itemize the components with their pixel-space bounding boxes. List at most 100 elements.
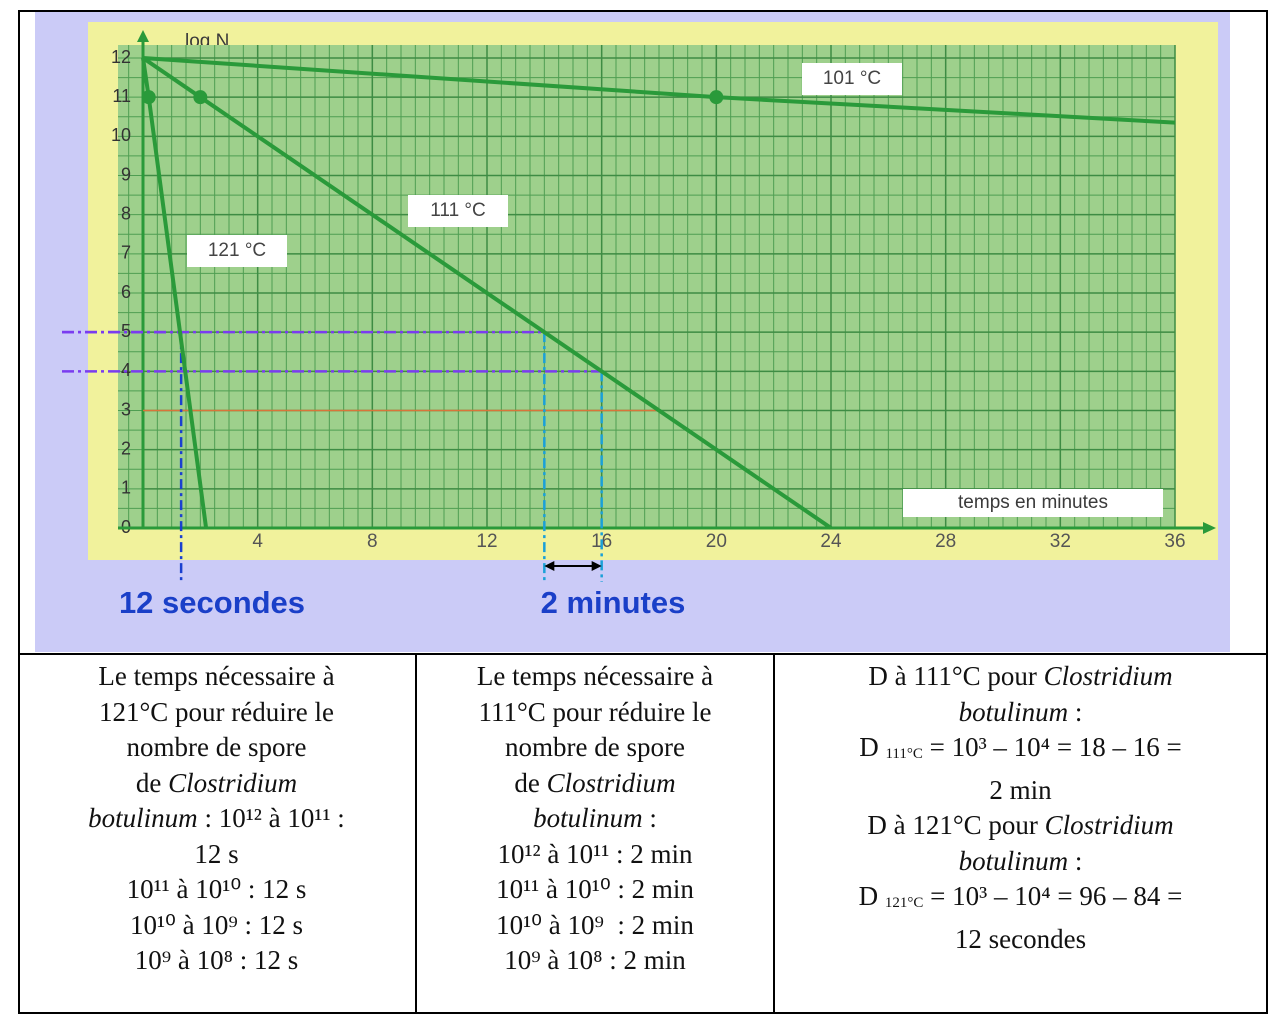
series-label-box [802,63,902,95]
text: Clostridium [546,767,676,798]
cell-line: Le temps nécessaire à [417,659,773,695]
x-tick-label: 4 [252,531,263,552]
y-tick-label: 3 [121,399,131,419]
table-cell: D à 111°C pour Clostridium botulinum :D 1… [773,655,1266,1012]
series-label: 101 °C [823,68,881,89]
text: de [135,767,169,798]
y-tick-label: 10 [111,125,131,145]
cell-line: nombre de spore [417,730,773,766]
annotation: 2 minutes [541,585,686,620]
frame [18,10,1268,1014]
x-tick-label: 36 [1164,531,1185,552]
text: Le temps nécessaire à [476,661,714,691]
y-axis-arrow [137,30,149,42]
text: 111°C [885,746,923,762]
text: D à 121°C pour [867,810,1045,840]
cell-line: 121°C pour réduire le [18,695,415,731]
text: de [514,767,547,798]
cell-line: 10¹⁰ à 10⁹ : 12 s [18,908,415,944]
cell-line: 10¹¹ à 10¹⁰ : 2 min [417,872,773,908]
text: = 10³ – 10⁴ = 96 – 84 = [923,881,1183,911]
y-tick-label: 7 [121,243,131,263]
text: botulinum [533,803,643,833]
cell-line: 10¹² à 10¹¹ : 2 min [417,837,773,873]
cell-line: botulinum : 10¹² à 10¹¹ : [18,801,415,837]
table-rule [18,653,1266,655]
cell-line: de Clostridium [417,766,773,802]
point [709,90,724,105]
text: Le temps nécessaire à [98,661,335,691]
text: 111°C pour réduire le [478,696,712,727]
text: 121°C [884,895,924,911]
text: 121°C pour réduire le [99,696,334,727]
cell-line: Le temps nécessaire à [18,659,415,695]
plot-area [118,45,1175,528]
cell-line: botulinum : [417,801,773,837]
y-tick-label: 1 [121,478,131,498]
text: nombre de spore [126,732,307,762]
annotation: 12 secondes [119,585,305,620]
cell-line: 12 secondes [775,922,1266,958]
text: 10¹¹ à 10¹⁰ : 12 s [126,874,307,904]
text: botulinum [88,803,198,833]
x-tick-label: 32 [1050,531,1071,552]
cell-line: D à 111°C pour Clostridium [775,659,1266,695]
text: 2 min [989,774,1052,805]
x-tick-label: 20 [706,531,727,552]
cell-line: D 121°C = 10³ – 10⁴ = 96 – 84 = [775,879,1266,922]
x-axis-arrow [1203,522,1216,534]
text: D à 111°C pour [868,661,1044,691]
cell-line: botulinum : [775,695,1266,731]
cell-line: 2 min [775,773,1266,809]
series-label: 111 °C [430,200,485,221]
cell-line: 10⁹ à 10⁸ : 2 min [417,943,773,979]
text: Clostridium [1044,810,1174,840]
text: = 10³ – 10⁴ = 18 – 16 = [922,732,1182,762]
text: 12 secondes [954,923,1087,954]
text: 10¹¹ à 10¹⁰ : 2 min [496,874,694,904]
text: botulinum [958,696,1069,727]
y-tick-label: 11 [112,86,131,106]
text: nombre de spore [505,732,685,762]
cell-line: botulinum : [775,844,1266,880]
text: : [642,803,657,833]
text: 10¹⁰ à 10⁹ : 2 min [496,909,694,940]
cell-line: 12 s [18,837,415,873]
cell-line: D à 121°C pour Clostridium [775,808,1266,844]
text: D [858,881,885,911]
text: Clostridium [1043,661,1173,691]
series-label-box [408,195,508,227]
text: 10¹⁰ à 10⁹ : 12 s [129,909,304,940]
text: : [1068,696,1083,727]
series-label: 121 °C [208,240,266,261]
text: : 10¹² à 10¹¹ : [197,803,345,833]
chart: log N 01234567891011124812162024283236te… [35,12,1230,652]
table-cell: Le temps nécessaire à 121°C pour réduire … [18,655,415,1012]
text: 10⁹ à 10⁸ : 2 min [504,945,686,975]
x-tick-label: 8 [367,531,378,552]
series-label-box [187,235,287,267]
point [193,90,208,105]
table-cell: Le temps nécessaire à 111°C pour réduire … [415,655,773,1012]
text: 10¹² à 10¹¹ : 2 min [497,838,693,869]
text: : [1068,845,1083,876]
y-tick-label: 12 [111,47,131,67]
y-tick-label: 9 [121,164,131,184]
x-axis-label: temps en minutes [958,492,1108,513]
point [141,90,156,105]
cell-line: 10¹¹ à 10¹⁰ : 12 s [18,872,415,908]
cell-line: 111°C pour réduire le [417,695,773,731]
text: 12 s [194,838,239,869]
cell-line: nombre de spore [18,730,415,766]
y-tick-label: 2 [121,438,131,458]
cell-line: D 111°C = 10³ – 10⁴ = 18 – 16 = [775,730,1266,773]
text: D [859,732,886,762]
y-tick-label: 6 [121,282,131,302]
text: 10⁹ à 10⁸ : 12 s [134,945,299,975]
cell-line: 10¹⁰ à 10⁹ : 2 min [417,908,773,944]
y-tick-label: 8 [121,203,131,223]
x-tick-label: 24 [820,531,842,552]
x-tick-label: 12 [476,531,497,552]
cell-line: de Clostridium [18,766,415,802]
